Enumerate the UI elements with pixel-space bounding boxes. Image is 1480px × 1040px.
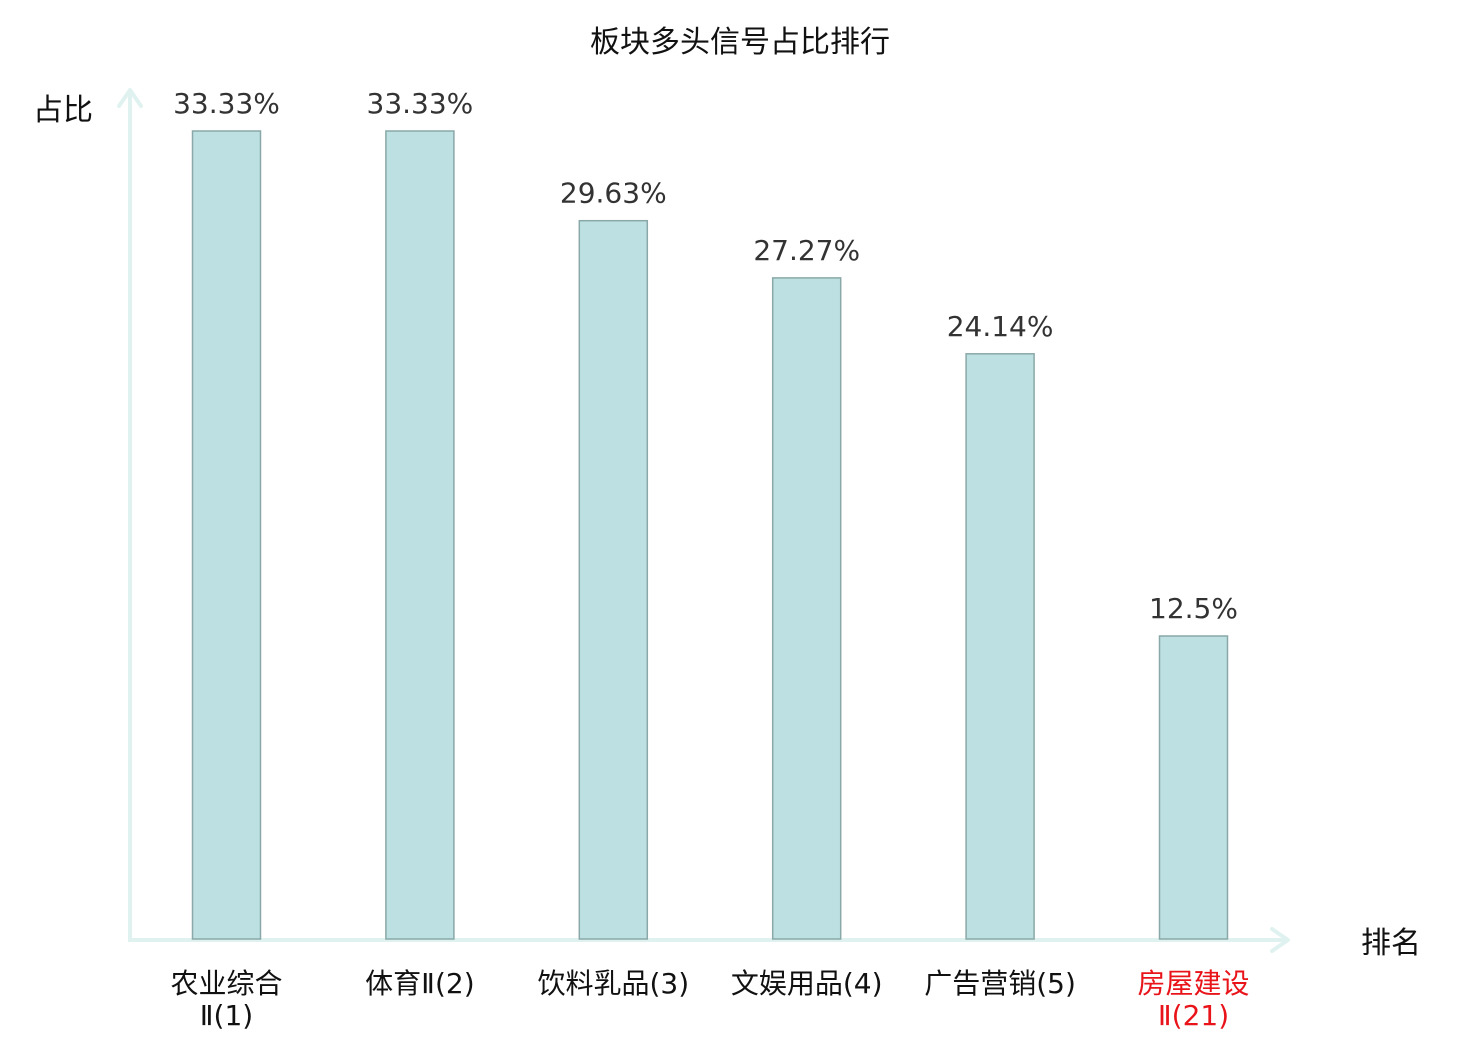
value-label-5: 24.14% [947,310,1054,343]
category-label-2: 体育Ⅱ(2) [365,967,474,1000]
y-axis [117,88,143,940]
category-label-4: 文娱用品(4) [731,967,883,1000]
x-axis-label: 排名 [1361,926,1421,961]
value-label-2: 33.33% [367,87,474,120]
value-label-6: 12.5% [1149,592,1238,625]
bar-4 [771,277,842,940]
x-axis-arrow-icon [1270,927,1290,953]
category-label-5: 广告营销(5) [924,967,1076,1000]
category-label-1-line-1: 农业综合 [170,967,282,1000]
y-axis-label: 占比 [33,93,93,128]
x-axis [128,927,1290,953]
chart-title: 板块多头信号占比排行 [590,25,890,60]
bar-6 [1158,635,1229,940]
y-axis-arrow-icon [117,88,143,108]
bar-2 [385,130,455,940]
bar-1 [191,130,262,940]
value-label-3: 29.63% [560,177,667,210]
bar-5 [965,353,1035,940]
category-label-1-line-2: Ⅱ(1) [200,999,253,1032]
value-label-4: 27.27% [753,234,860,267]
value-label-1: 33.33% [173,87,280,120]
bar-3 [578,219,649,940]
category-label-3: 饮料乳品(3) [537,967,689,1000]
bars-group [191,130,1229,940]
category-label-6-line-2: Ⅱ(21) [1158,999,1229,1032]
value-labels-group: 33.33% 33.33% 29.63% 27.27% 24.14% 12.5% [173,87,1238,625]
category-label-6-line-1: 房屋建设 [1137,967,1249,1000]
